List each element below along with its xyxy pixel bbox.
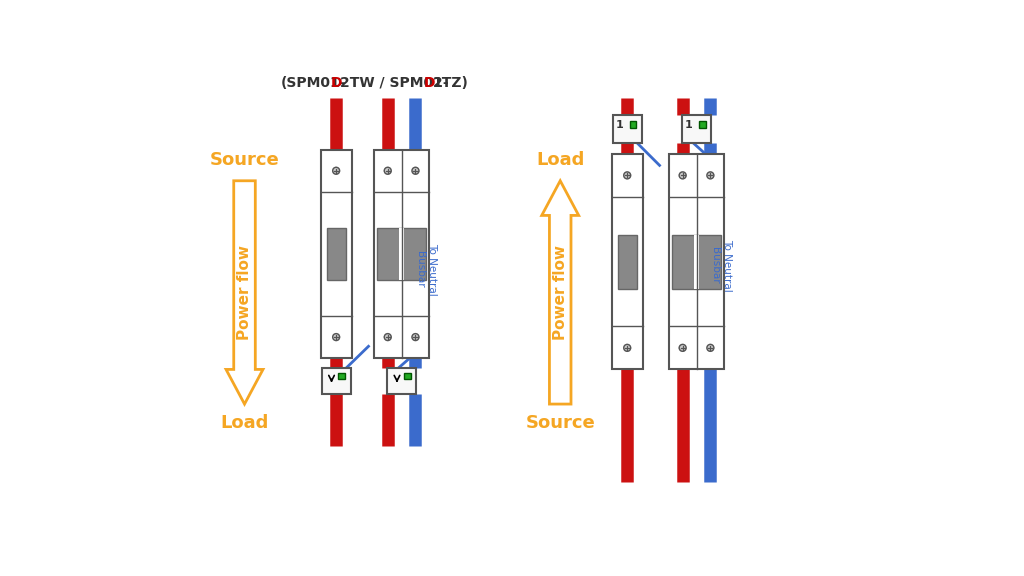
Bar <box>617 234 637 289</box>
Bar <box>682 115 711 143</box>
Text: Power flow: Power flow <box>553 245 567 340</box>
Circle shape <box>707 344 714 351</box>
Bar <box>339 373 345 380</box>
Bar <box>377 228 426 280</box>
Text: Load: Load <box>536 151 585 169</box>
Bar <box>387 368 416 394</box>
Bar <box>403 373 411 380</box>
Text: Power flow: Power flow <box>237 245 252 340</box>
Bar <box>669 154 724 369</box>
FancyArrow shape <box>226 181 263 404</box>
Bar <box>399 228 403 280</box>
Circle shape <box>384 167 391 174</box>
Text: 2TZ): 2TZ) <box>432 76 468 90</box>
Circle shape <box>679 344 686 351</box>
Circle shape <box>624 172 631 179</box>
Text: 2TW / SPM01-: 2TW / SPM01- <box>340 76 449 90</box>
FancyArrow shape <box>542 181 579 404</box>
Bar <box>698 121 706 128</box>
Bar <box>322 368 351 394</box>
Circle shape <box>624 344 631 351</box>
Bar <box>321 150 351 358</box>
Bar <box>374 150 429 358</box>
Text: Source: Source <box>525 414 595 433</box>
Bar <box>327 228 346 280</box>
Circle shape <box>333 334 340 340</box>
Text: D: D <box>331 76 343 90</box>
Bar <box>612 115 642 143</box>
Bar <box>630 121 637 128</box>
Circle shape <box>412 167 419 174</box>
Bar <box>611 154 643 369</box>
Circle shape <box>384 334 391 340</box>
Circle shape <box>412 334 419 340</box>
Text: 1: 1 <box>615 120 624 130</box>
Text: To Neutral
Busbar: To Neutral Busbar <box>416 243 437 295</box>
Text: To Neutral
Busbar: To Neutral Busbar <box>711 239 732 292</box>
Circle shape <box>333 167 340 174</box>
Text: Load: Load <box>220 414 268 433</box>
Circle shape <box>707 172 714 179</box>
Circle shape <box>679 172 686 179</box>
Bar <box>672 234 721 289</box>
Text: Source: Source <box>210 151 280 169</box>
Text: 1: 1 <box>685 120 692 130</box>
Bar <box>694 234 698 289</box>
Text: D: D <box>424 76 435 90</box>
Text: (SPM01-: (SPM01- <box>281 76 346 90</box>
